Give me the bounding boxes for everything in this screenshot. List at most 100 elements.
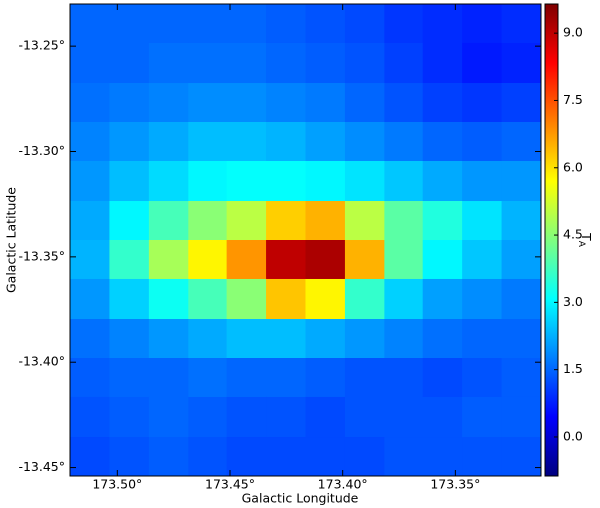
colorbar-strip (545, 85, 558, 87)
colorbar-strip (545, 53, 558, 55)
heatmap-cell (266, 240, 306, 280)
colorbar-strip (545, 415, 558, 417)
colorbar-strip (545, 148, 558, 150)
colorbar-strip (545, 385, 558, 387)
heatmap-cell (148, 396, 189, 438)
colorbar-strip (545, 374, 558, 376)
colorbar-strip (545, 181, 558, 183)
colorbar-strip (545, 65, 558, 67)
colorbar-strip (545, 398, 558, 400)
heatmap-cell (501, 240, 542, 280)
heatmap-cell (344, 122, 385, 162)
colorbar-strip (545, 206, 558, 208)
colorbar-label-main: T (580, 232, 595, 241)
colorbar-strip (545, 449, 558, 451)
heatmap-cell (344, 319, 385, 359)
colorbar-strip (545, 234, 558, 236)
heatmap-cell (422, 319, 463, 359)
colorbar-strip (545, 266, 558, 268)
heatmap-cell (501, 319, 542, 359)
colorbar-strip (545, 192, 558, 194)
heatmap-cell (462, 122, 503, 162)
heatmap-cell (462, 160, 503, 202)
colorbar-strip (545, 156, 558, 158)
colorbar-strip (545, 139, 558, 141)
colorbar-strip (545, 114, 558, 116)
colorbar-strip (545, 426, 558, 428)
colorbar-label-sub: A (577, 241, 587, 248)
colorbar-strip (545, 330, 558, 332)
colorbar-strip (545, 283, 558, 285)
colorbar-strip (545, 88, 558, 90)
colorbar-strip (545, 286, 558, 288)
colorbar-strip (545, 399, 558, 401)
colorbar-strip (545, 357, 558, 359)
colorbar-strip (545, 75, 558, 77)
heatmap-cell (188, 358, 228, 398)
colorbar-strip (545, 471, 558, 473)
colorbar-strip (545, 180, 558, 182)
colorbar-strip (545, 434, 558, 436)
colorbar-strip (545, 383, 558, 385)
colorbar-strip (545, 275, 558, 277)
colorbar-strip (545, 272, 558, 274)
colorbar-strip (545, 56, 558, 58)
colorbar-strip (545, 111, 558, 113)
colorbar-strip (545, 424, 558, 426)
colorbar-strip (545, 251, 558, 253)
colorbar-strip (545, 201, 558, 203)
colorbar-strip (545, 221, 558, 223)
heatmap-cell (384, 240, 424, 280)
colorbar-strip (545, 211, 558, 213)
heatmap-cell (148, 358, 189, 398)
colorbar-strip (545, 97, 558, 99)
colorbar-strip (545, 179, 558, 181)
colorbar-strip (545, 23, 558, 25)
colorbar-strip (545, 113, 558, 115)
colorbar-strip (545, 182, 558, 184)
colorbar-strip (545, 9, 558, 11)
colorbar-strip (545, 106, 558, 108)
colorbar-strip (545, 306, 558, 308)
colorbar-strip (545, 61, 558, 63)
colorbar-strip (545, 228, 558, 230)
colorbar-strip (545, 325, 558, 327)
colorbar-strip (545, 127, 558, 129)
colorbar-strip (545, 277, 558, 279)
colorbar-strip (545, 13, 558, 15)
heatmap-cell (422, 396, 463, 438)
heatmap-cell (70, 83, 110, 123)
heatmap-cell (226, 240, 267, 280)
heatmap-cell (226, 358, 267, 398)
heatmap-cell (501, 160, 542, 202)
heatmap-cell (344, 240, 385, 280)
colorbar-strip (545, 215, 558, 217)
heatmap-cell (188, 4, 228, 44)
colorbar-strip (545, 138, 558, 140)
colorbar-strip (545, 465, 558, 467)
heatmap-cell (462, 240, 503, 280)
colorbar-strip (545, 120, 558, 122)
colorbar-strip (545, 183, 558, 185)
heatmap-cell (344, 437, 385, 477)
heatmap-cell (188, 160, 228, 202)
colorbar-strip (545, 195, 558, 197)
colorbar-strip (545, 63, 558, 65)
colorbar-strip (545, 320, 558, 322)
colorbar-strip (545, 450, 558, 452)
colorbar-strip (545, 452, 558, 454)
colorbar-strip (545, 187, 558, 189)
colorbar-strip (545, 140, 558, 142)
colorbar-strip (545, 213, 558, 215)
colorbar-strip (545, 259, 558, 261)
colorbar-strip (545, 366, 558, 368)
colorbar-strip (545, 204, 558, 206)
colorbar-strip (545, 302, 558, 304)
heatmap-cell (422, 160, 463, 202)
colorbar-strip (545, 155, 558, 157)
colorbar-strip (545, 124, 558, 126)
heatmap-cell (384, 319, 424, 359)
heatmap-cell (422, 201, 463, 241)
colorbar-strip (545, 18, 558, 20)
colorbar-strip (545, 400, 558, 402)
